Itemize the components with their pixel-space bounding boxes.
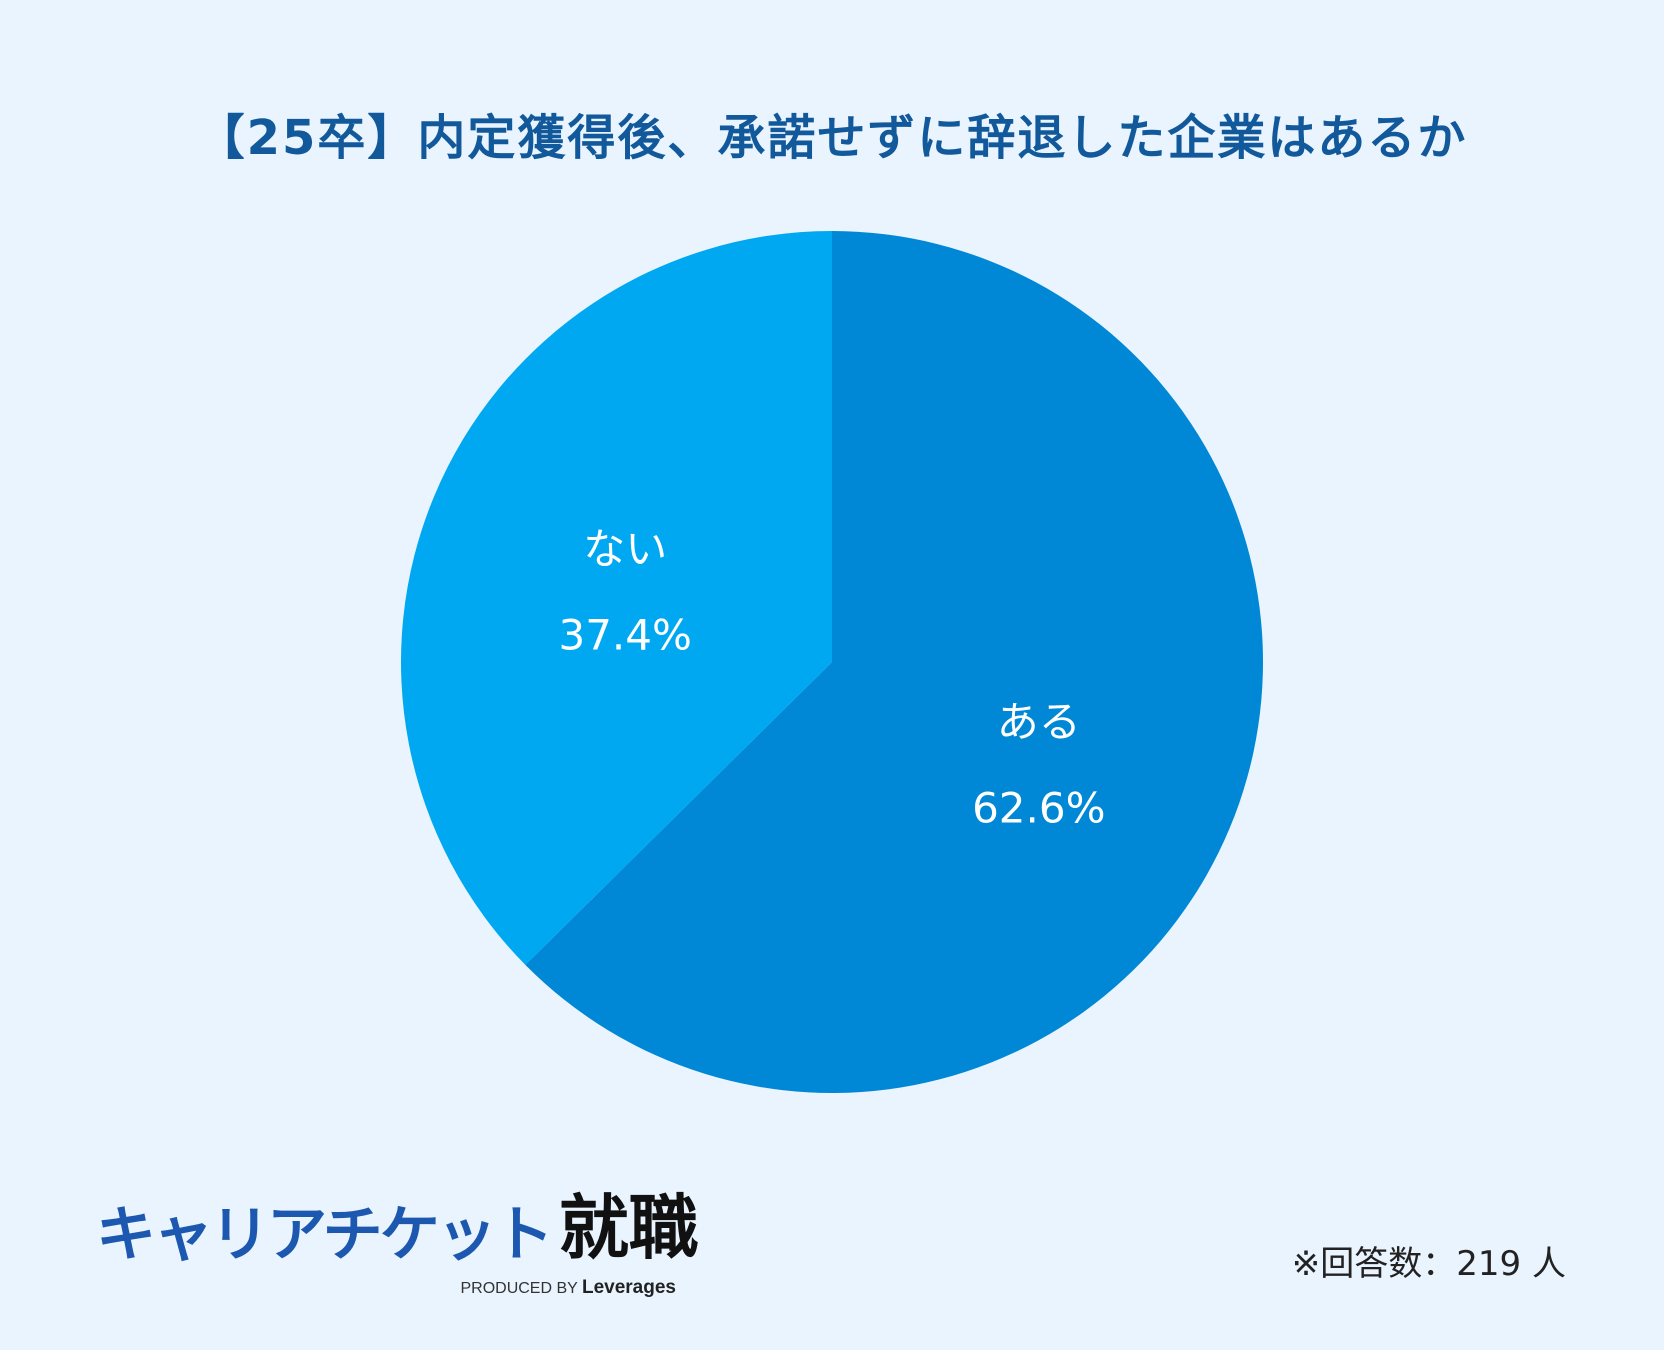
logo: キャリアチケット 就職 PRODUCED BY Leverages (96, 1172, 699, 1299)
slice-label-1: ない (583, 525, 667, 574)
logo-produced-by: PRODUCED BY Leverages (96, 1277, 686, 1299)
logo-kana: キャリアチケット (96, 1200, 554, 1270)
chart-title: 【25卒】内定獲得後、承諾せずに辞退した企業はあるか (196, 110, 1468, 166)
brand-name: Leverages (581, 1277, 676, 1298)
slice-value-0: 62.6% (972, 783, 1105, 832)
slice-label-0: ある (997, 697, 1081, 746)
logo-wordmark: キャリアチケット 就職 (96, 1172, 699, 1273)
logo-kanji: 就職 (558, 1187, 699, 1269)
respondents-note: ※回答数：219 人 (1291, 1244, 1566, 1284)
pie-slice-1 (400, 231, 832, 965)
produced-by-text: PRODUCED BY (460, 1280, 578, 1297)
slice-value-1: 37.4% (558, 611, 691, 660)
pie-slice-0 (525, 231, 1263, 1093)
